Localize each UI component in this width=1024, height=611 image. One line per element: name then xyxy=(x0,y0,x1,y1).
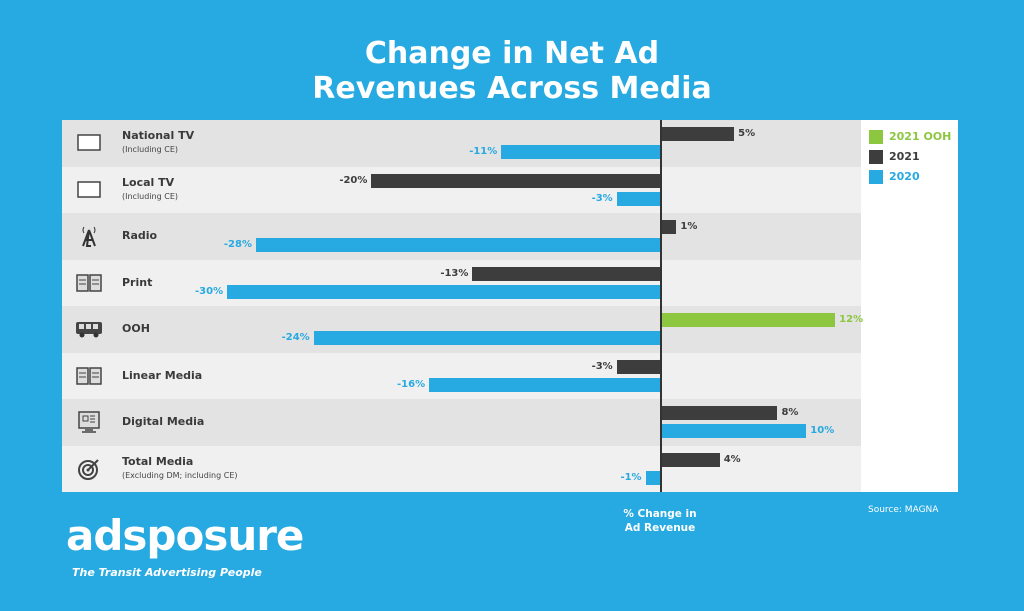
category-row: Digital Media 8% 10% xyxy=(62,399,861,446)
data-label: 5% xyxy=(738,128,756,139)
category-label: Digital Media xyxy=(122,415,205,428)
bar-2021 xyxy=(662,127,735,141)
chart-title: Change in Net Ad Revenues Across Media xyxy=(0,36,1024,106)
category-label: Linear Media xyxy=(122,368,203,382)
data-label: -3% xyxy=(591,192,613,204)
legend-label: 2021 xyxy=(889,150,920,163)
data-label: -28% xyxy=(223,239,252,250)
bar-2021 xyxy=(662,220,677,234)
x-axis-label: % Change in Ad Revenue xyxy=(600,507,720,535)
data-label: -11% xyxy=(469,146,498,157)
category-sublabel: (Including CE) xyxy=(122,191,178,201)
data-label: -16% xyxy=(397,378,426,390)
data-label: -20% xyxy=(339,174,368,186)
category-row: Radio 1% -28% xyxy=(62,213,861,260)
category-row: Total Media (Excluding DM; including CE) 4… xyxy=(62,445,861,492)
bar-2020 xyxy=(616,191,660,206)
legend-swatch xyxy=(869,170,883,184)
category-row: Linear Media -3% -16% xyxy=(62,352,861,399)
category-label: OOH xyxy=(122,322,150,335)
data-label: -1% xyxy=(620,471,642,483)
target-icon xyxy=(74,457,104,481)
zero-axis-line xyxy=(660,120,662,492)
x-axis-label-line-1: % Change in xyxy=(623,508,697,520)
data-label: 10% xyxy=(810,425,835,436)
computer-icon xyxy=(74,410,104,434)
newspaper-icon xyxy=(74,364,104,388)
data-label: 4% xyxy=(723,453,741,465)
bar-2021 xyxy=(616,359,660,374)
category-label: Print xyxy=(122,275,153,289)
legend-swatch xyxy=(869,130,883,144)
category-label: Local TV xyxy=(122,175,175,189)
legend-label: 2021 OOH xyxy=(889,130,952,143)
data-label: 8% xyxy=(781,407,799,418)
category-row: National TV (Including CE) 5% -11% xyxy=(62,120,861,167)
data-label: -30% xyxy=(195,285,224,297)
title-line-1: Change in Net Ad xyxy=(364,36,660,71)
adsposure-logo: adsposure xyxy=(66,511,304,560)
chart-panel: 2021 OOH 2021 2020 National TV (Including C… xyxy=(62,120,958,492)
category-row: OOH 12% -24% xyxy=(62,306,864,353)
category-row: Print -13% -30% xyxy=(62,259,861,306)
category-label: Total Media xyxy=(122,454,194,468)
category-sublabel: (Including CE) xyxy=(122,145,178,154)
bar-2020 xyxy=(501,145,660,159)
radio-tower-icon xyxy=(74,224,104,248)
logo-tagline: The Transit Advertising People xyxy=(72,566,262,579)
bar-2021 xyxy=(371,173,660,188)
tv-icon xyxy=(74,178,104,202)
bar-2020 xyxy=(429,377,660,392)
bar-2020 xyxy=(662,424,807,438)
category-label: Radio xyxy=(122,229,158,242)
legend: 2021 OOH 2021 2020 xyxy=(861,120,958,492)
category-sublabel: (Excluding DM; including CE) xyxy=(122,470,238,480)
legend-label: 2020 xyxy=(889,170,920,183)
bar-2021 xyxy=(472,266,660,281)
bar-2020 xyxy=(645,470,660,485)
bar-2021 xyxy=(662,406,778,420)
legend-swatch xyxy=(869,150,883,164)
category-row: Local TV (Including CE) -20% -3% xyxy=(62,166,861,213)
data-label: -3% xyxy=(591,360,613,372)
tv-icon xyxy=(74,131,104,155)
data-label: -13% xyxy=(440,267,469,279)
data-label: -24% xyxy=(281,332,310,343)
bar-2021 xyxy=(662,452,720,467)
bar-2020 xyxy=(313,331,660,345)
data-label: 1% xyxy=(680,221,698,232)
bar-2020 xyxy=(227,284,660,299)
bar-2020 xyxy=(255,238,660,252)
category-label: National TV xyxy=(122,129,195,142)
source-note: Source: MAGNA xyxy=(868,505,939,515)
title-line-2: Revenues Across Media xyxy=(312,71,712,106)
x-axis-label-line-2: Ad Revenue xyxy=(624,522,696,534)
bus-icon xyxy=(74,317,104,341)
bar-2021-ooh xyxy=(662,313,836,327)
data-label: 12% xyxy=(839,314,864,325)
newspaper-icon xyxy=(74,271,104,295)
